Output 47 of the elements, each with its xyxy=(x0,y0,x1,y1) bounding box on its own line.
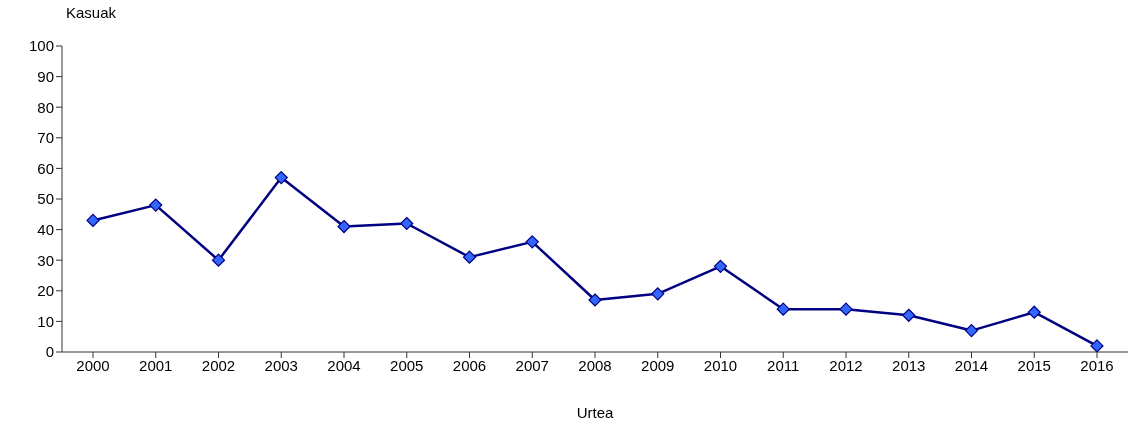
x-tick-label: 2010 xyxy=(703,356,738,374)
x-tick-label: 2014 xyxy=(954,356,989,374)
point xyxy=(1027,305,1041,319)
point xyxy=(525,235,539,249)
point xyxy=(274,170,288,185)
x-tick-label: 2009 xyxy=(641,356,675,374)
point xyxy=(211,253,226,267)
x-tick-label: 2000 xyxy=(76,356,110,374)
x-tick-label: 2008 xyxy=(578,356,612,374)
point xyxy=(400,216,414,231)
point xyxy=(149,198,163,212)
y-tick-label: 80 xyxy=(37,98,54,116)
y-tick-label: 30 xyxy=(37,251,54,269)
y-axis-title: Kasuak xyxy=(66,4,117,21)
x-tick-label: 2013 xyxy=(892,356,926,374)
point xyxy=(713,259,728,273)
x-tick-label: 2004 xyxy=(327,356,361,374)
point xyxy=(1090,339,1104,352)
y-tick-label: 50 xyxy=(37,190,54,208)
point xyxy=(839,302,853,316)
x-axis-title: Urtea xyxy=(576,404,614,421)
x-tick-label: 2016 xyxy=(1080,356,1114,374)
y-tick-label: 0 xyxy=(45,343,54,361)
x-tick-label: 2005 xyxy=(390,356,424,374)
point xyxy=(588,293,602,307)
point xyxy=(337,219,351,234)
x-tick-label: 2001 xyxy=(139,356,173,374)
x-tick-label: 2007 xyxy=(515,356,549,374)
x-tick-label: 2012 xyxy=(829,356,863,374)
x-tick-label: 2015 xyxy=(1017,356,1051,374)
y-tick-label: 100 xyxy=(28,37,54,55)
point xyxy=(964,323,979,338)
point xyxy=(86,213,100,228)
x-tick-label: 2006 xyxy=(452,356,487,374)
y-tick-label: 10 xyxy=(37,312,54,330)
y-tick-label: 90 xyxy=(37,67,54,85)
x-tick-label: 2002 xyxy=(201,356,236,374)
x-tick-label: 2011 xyxy=(767,356,800,374)
point xyxy=(651,287,665,301)
y-tick-label: 70 xyxy=(37,129,54,147)
x-tick-label: 2003 xyxy=(264,356,298,374)
point xyxy=(462,250,477,264)
point xyxy=(776,302,790,316)
y-tick-label: 40 xyxy=(37,220,54,238)
y-tick-label: 20 xyxy=(37,282,54,300)
point xyxy=(902,308,916,322)
y-tick-label: 60 xyxy=(37,159,54,177)
